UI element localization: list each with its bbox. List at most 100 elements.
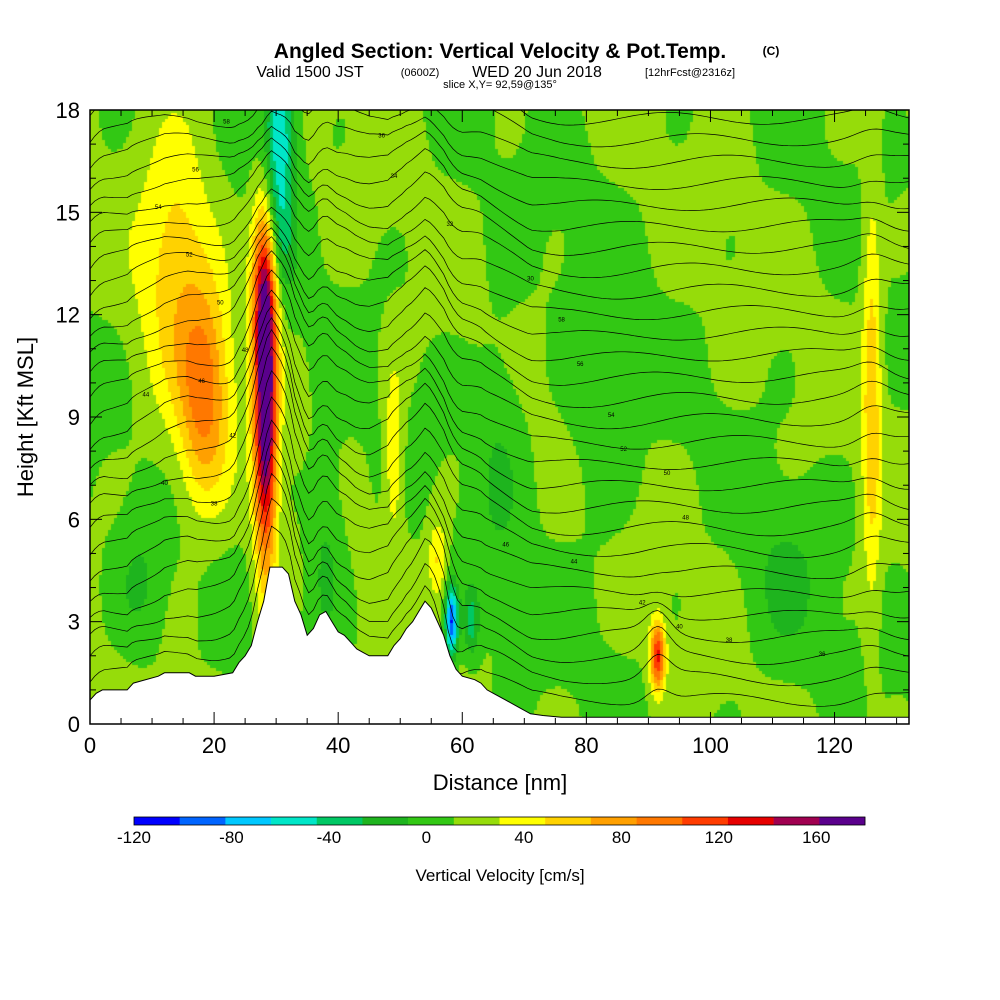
colorbar-tick-label: 120 xyxy=(705,828,733,847)
contour-label: 54 xyxy=(608,413,615,419)
contour-label: 50 xyxy=(217,300,224,306)
contour-label: 56 xyxy=(577,362,584,368)
contour-label: 32 xyxy=(447,222,454,228)
colorbar-swatch xyxy=(773,817,820,825)
colorbar-swatch xyxy=(727,817,774,825)
contour-label: 34 xyxy=(391,174,398,180)
colorbar-swatch xyxy=(134,817,180,825)
contour-label: 42 xyxy=(229,433,236,439)
chart-title-mark: (C) xyxy=(763,44,780,58)
contour-label: 44 xyxy=(142,393,149,399)
contour-label-group: 58 56 54 52 50 48 46 44 42 40 38 36 34 32 30 58 56 54 52 50… xyxy=(142,120,826,658)
colorbar xyxy=(133,816,866,826)
colorbar-tick-label: -40 xyxy=(317,828,342,847)
contour-label: 52 xyxy=(186,253,193,259)
isentrope-line xyxy=(90,0,909,17)
colorbar-swatch xyxy=(453,817,500,825)
isentrope-line xyxy=(90,497,909,687)
colorbar-tick-label: 80 xyxy=(612,828,631,847)
colorbar-swatch xyxy=(271,817,318,825)
colorbar-ticks: -120 -80 -40 0 40 80 120 160 xyxy=(117,828,830,847)
colorbar-swatch xyxy=(590,817,637,825)
isentrope-line xyxy=(90,125,909,211)
x-tick-label: 80 xyxy=(574,733,598,758)
colorbar-tick-label: 160 xyxy=(802,828,830,847)
isentrope-line xyxy=(90,110,909,148)
subtitle-date: WED 20 Jun 2018 xyxy=(472,64,602,81)
contour-label: 58 xyxy=(558,317,565,323)
colorbar-swatch xyxy=(636,817,683,825)
isentrope-line xyxy=(90,396,909,580)
isentrope-line xyxy=(90,110,909,169)
isentrope-line xyxy=(90,250,909,408)
isentrope-line xyxy=(90,0,909,39)
y-tick-label: 3 xyxy=(68,610,80,635)
isentrope-line xyxy=(90,227,909,362)
contour-label: 52 xyxy=(620,447,627,453)
isentrope-line xyxy=(90,269,909,430)
contour-label: 54 xyxy=(155,205,162,211)
colorbar-swatch xyxy=(408,817,455,825)
y-axis-label: Height [Kft MSL] xyxy=(13,337,38,497)
colorbar-tick-label: -120 xyxy=(117,828,151,847)
contour-label: 50 xyxy=(664,471,671,477)
isentrope-line xyxy=(90,329,909,514)
x-axis-ticks: 0 20 40 60 80 100 120 xyxy=(84,110,898,758)
colorbar-swatch xyxy=(179,817,226,825)
isentrope-line xyxy=(90,110,909,190)
colorbar-swatch xyxy=(499,817,546,825)
contour-label: 58 xyxy=(223,120,230,126)
subtitle-forecast: [12hrFcst@2316z] xyxy=(645,67,735,79)
y-tick-label: 12 xyxy=(56,303,80,328)
contour-label: 56 xyxy=(192,167,199,173)
colorbar-tick-label: 40 xyxy=(514,828,533,847)
contour-label: 46 xyxy=(198,379,205,385)
x-tick-label: 60 xyxy=(450,733,474,758)
colorbar-tick-label: -80 xyxy=(219,828,244,847)
y-tick-label: 15 xyxy=(56,200,80,225)
contour-label: 38 xyxy=(726,638,733,644)
isentrope-line xyxy=(90,525,909,707)
terrain-profile xyxy=(89,566,910,725)
isentrope-line xyxy=(90,370,909,559)
y-tick-label: 0 xyxy=(68,712,80,737)
isentrope-line xyxy=(90,437,909,621)
isentrope-line xyxy=(90,219,909,341)
potential-temperature-contours xyxy=(90,0,909,707)
isentrope-line xyxy=(90,150,909,256)
contour-label: 36 xyxy=(378,133,385,139)
colorbar-swatch xyxy=(819,817,866,825)
x-tick-label: 120 xyxy=(816,733,853,758)
contour-label: 36 xyxy=(819,652,826,658)
contour-label: 44 xyxy=(571,560,578,566)
contour-label: 30 xyxy=(527,277,534,283)
contour-label: 48 xyxy=(242,348,249,354)
colorbar-swatch xyxy=(682,817,729,825)
isentrope-line xyxy=(90,206,909,321)
chart-title: Angled Section: Vertical Velocity & Pot.… xyxy=(274,40,726,63)
contour-label: 42 xyxy=(639,601,646,607)
y-tick-label: 9 xyxy=(68,405,80,430)
contour-label: 38 xyxy=(211,502,218,508)
x-axis-label: Distance [nm] xyxy=(433,770,568,795)
isentrope-line xyxy=(519,110,909,126)
isentrope-line xyxy=(90,453,909,643)
isentrope-line xyxy=(90,346,909,537)
contour-label: 40 xyxy=(676,624,683,630)
x-tick-label: 40 xyxy=(326,733,350,758)
vertical-velocity-field xyxy=(90,110,909,724)
x-tick-label: 100 xyxy=(692,733,729,758)
isentrope-line xyxy=(90,305,909,470)
subtitle-valid-time: Valid 1500 JST xyxy=(256,64,364,81)
isentrope-line xyxy=(90,472,909,665)
colorbar-swatch xyxy=(316,817,363,825)
contour-label: 48 xyxy=(682,515,689,521)
x-tick-label: 0 xyxy=(84,733,96,758)
isentrope-line xyxy=(90,317,909,492)
colorbar-tick-label: 0 xyxy=(422,828,431,847)
colorbar-label: Vertical Velocity [cm/s] xyxy=(415,866,584,885)
colorbar-frame xyxy=(133,816,866,826)
isentrope-line xyxy=(90,289,909,450)
